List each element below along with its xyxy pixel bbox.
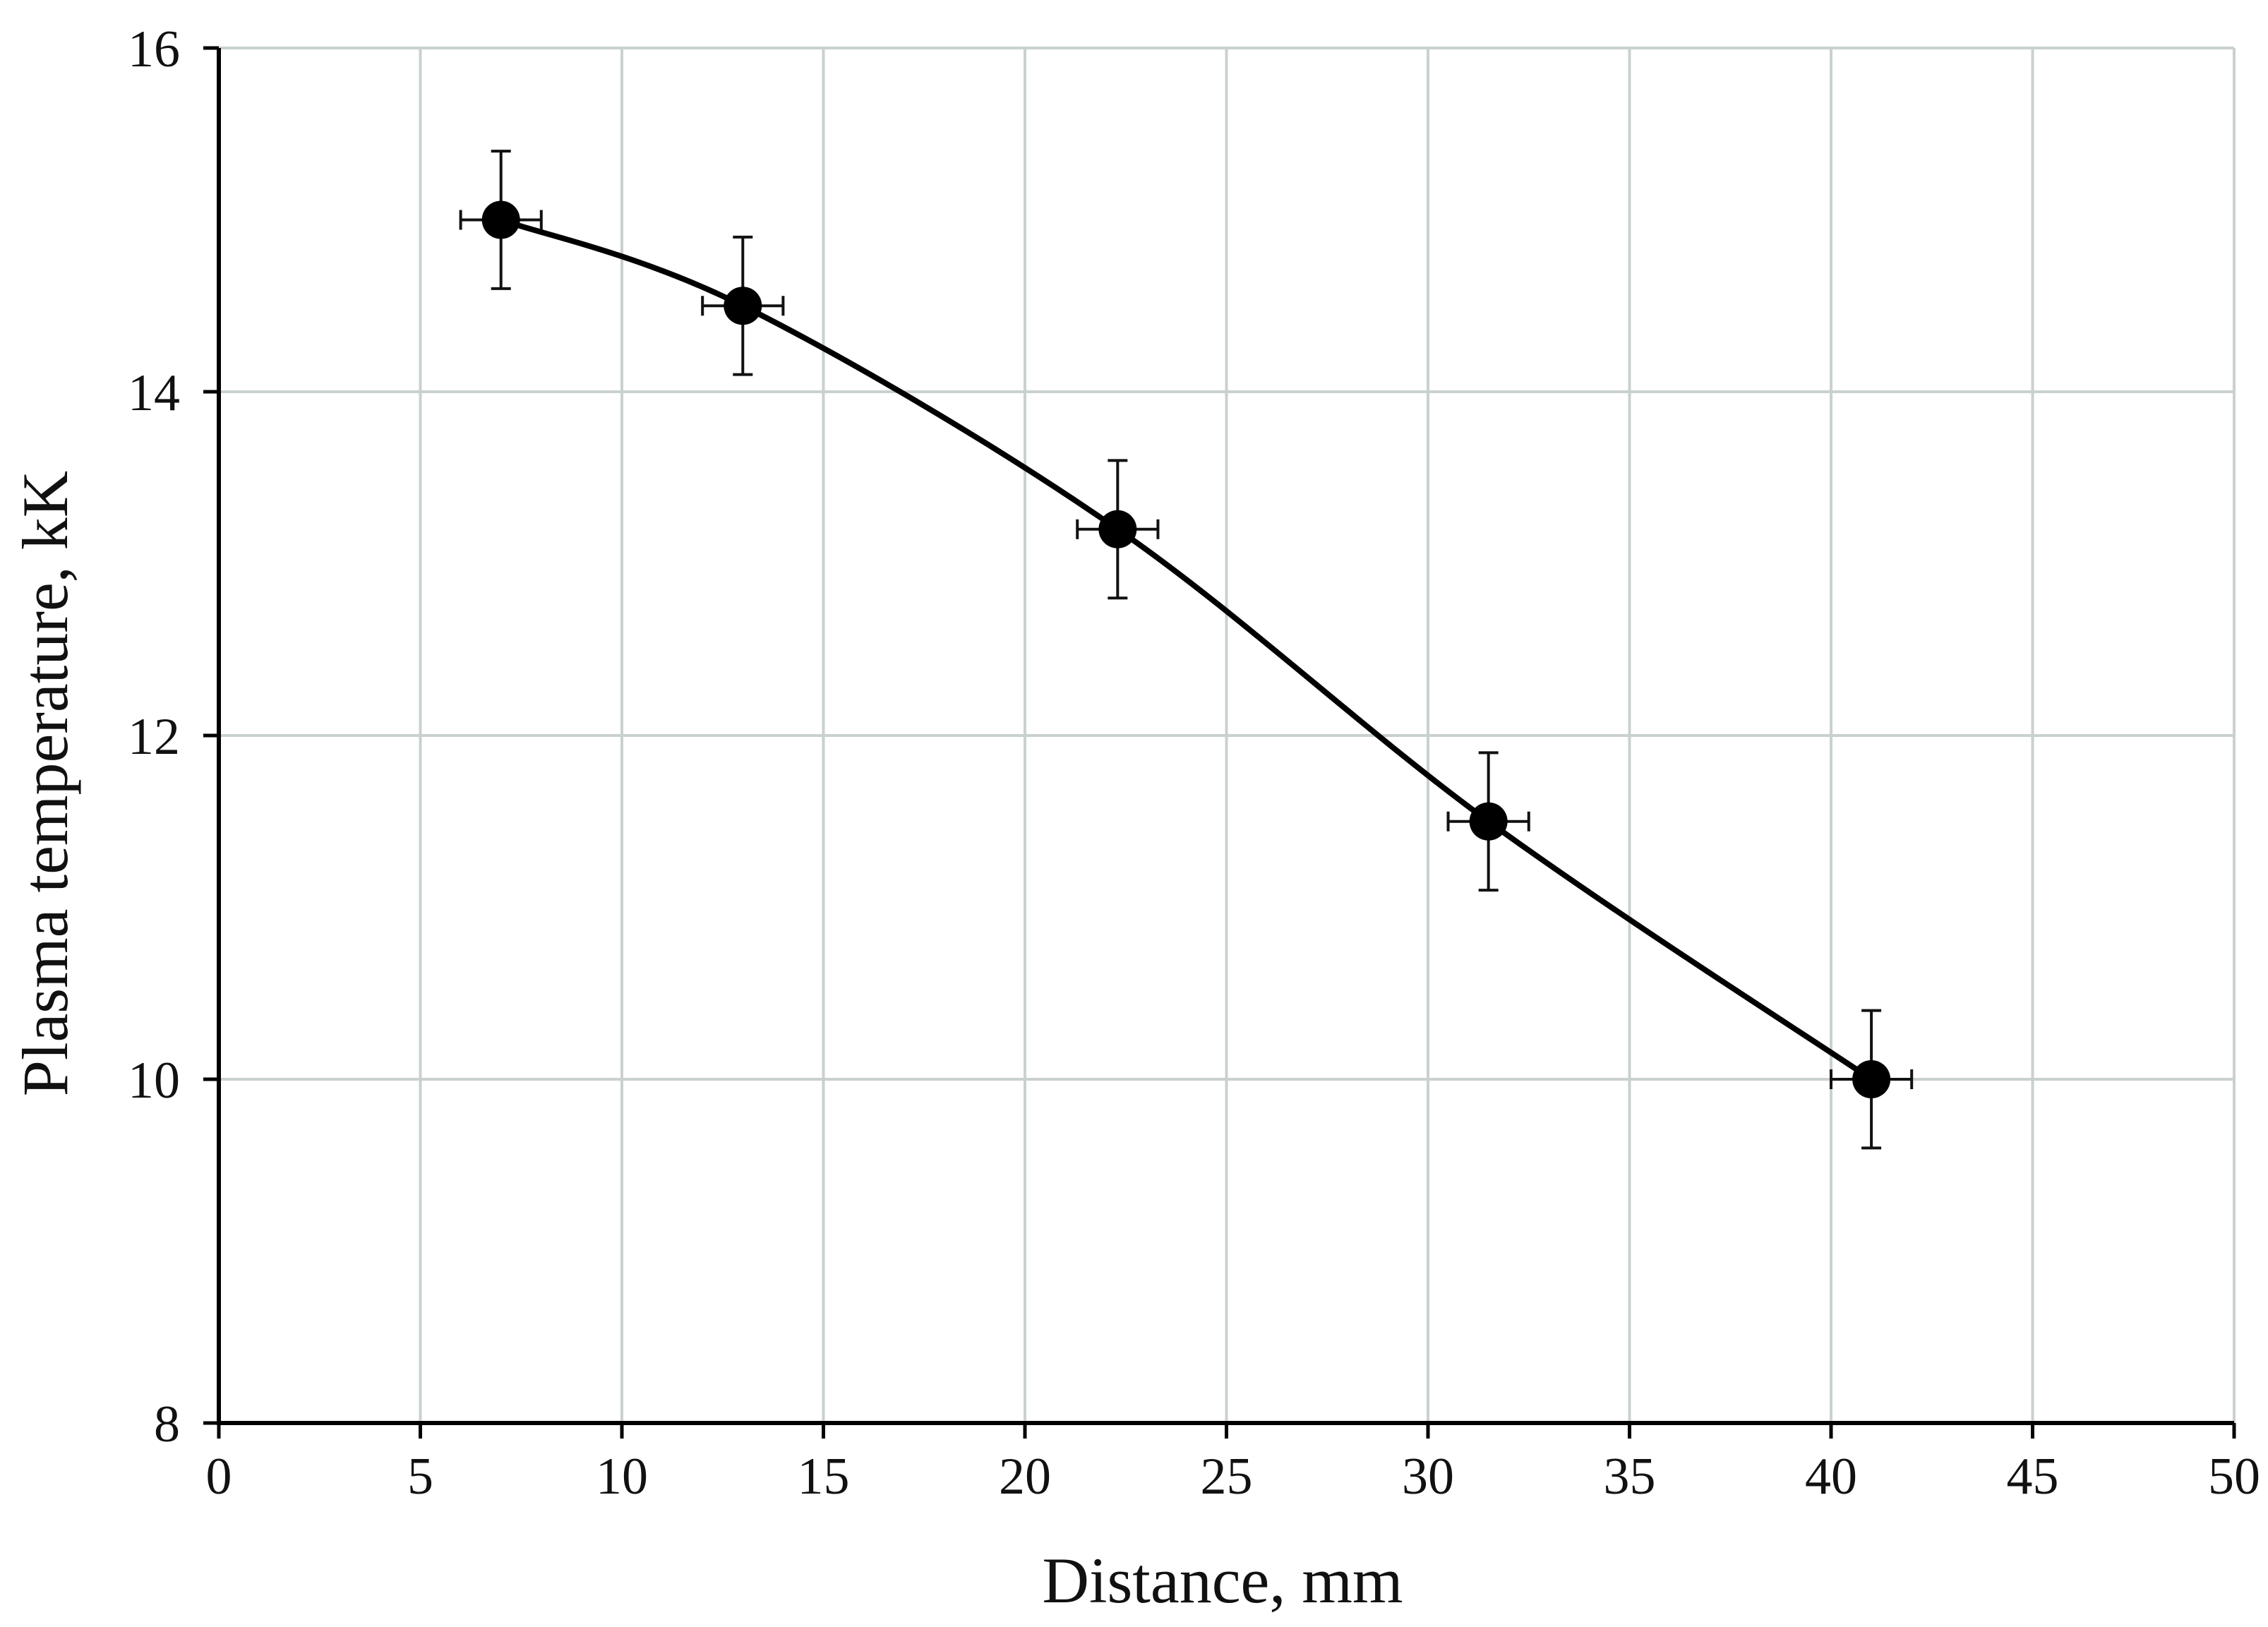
tick-labels: 0 5 10 15 20 25 30 35 40 45 50 8 10 12 14 16 — [128, 20, 2260, 1506]
y-axis-title: Plasma temperature, kK — [9, 471, 81, 1097]
data-point — [1098, 510, 1137, 548]
data-point — [481, 200, 520, 239]
data-point — [1852, 1060, 1891, 1098]
data-markers — [481, 200, 1891, 1098]
x-tick-label: 10 — [596, 1448, 648, 1506]
y-tick-label: 14 — [128, 364, 180, 422]
axes — [203, 46, 2236, 1439]
grid — [219, 47, 2236, 1423]
x-tick-label: 25 — [1201, 1448, 1253, 1506]
series-line — [498, 217, 1875, 1082]
y-tick-label: 10 — [128, 1052, 180, 1110]
y-tick-label: 8 — [154, 1395, 180, 1453]
y-tick-label: 12 — [128, 708, 180, 766]
x-tick-label: 50 — [2208, 1448, 2260, 1506]
x-tick-label: 45 — [2007, 1448, 2059, 1506]
x-tick-label: 20 — [999, 1448, 1051, 1506]
x-tick-label: 35 — [1604, 1448, 1656, 1506]
x-tick-label: 5 — [407, 1448, 433, 1506]
x-axis-title: Distance, mm — [1043, 1544, 1403, 1616]
x-tick-label: 30 — [1402, 1448, 1454, 1506]
x-tick-label: 15 — [798, 1448, 850, 1506]
series-curve — [498, 217, 1875, 1082]
data-point — [1469, 802, 1508, 841]
error-bars — [459, 150, 1914, 1150]
x-tick-label: 0 — [206, 1448, 232, 1506]
y-tick-label: 16 — [128, 20, 180, 78]
data-point — [724, 287, 762, 325]
x-tick-label: 40 — [1805, 1448, 1857, 1506]
